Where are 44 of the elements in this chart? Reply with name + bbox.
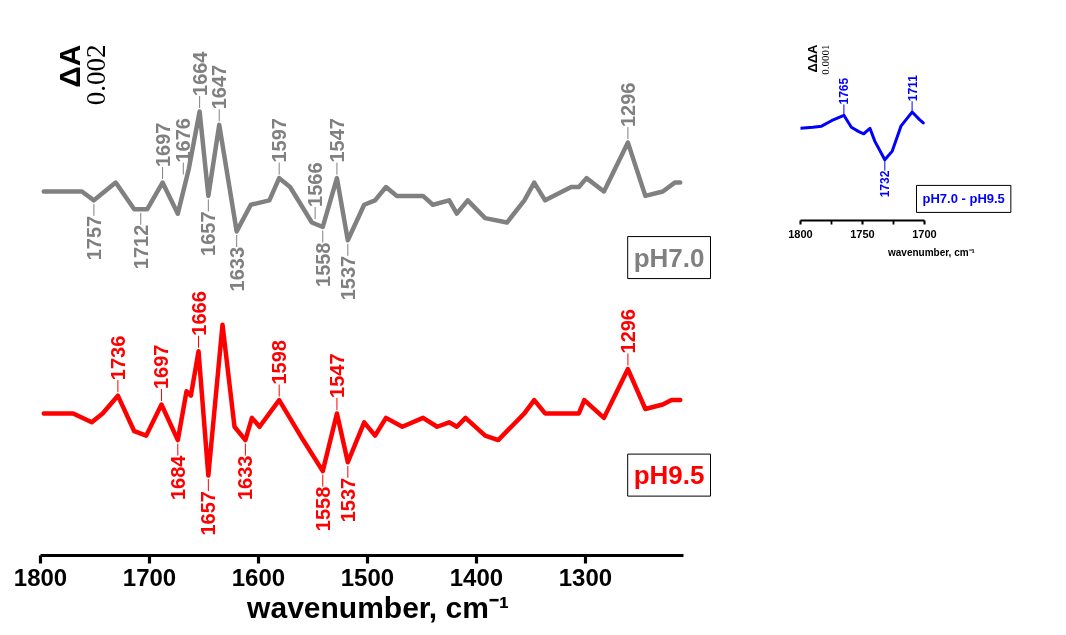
annotation: 1547	[325, 353, 348, 398]
annotation: 1598	[268, 340, 291, 385]
annotation: 1558	[311, 486, 334, 532]
annotation: 1697	[151, 122, 174, 168]
x-tick-label: 1300	[558, 563, 613, 591]
annotation: 1633	[225, 246, 248, 292]
annotation: 1558	[311, 242, 334, 287]
annotation: 1757	[82, 215, 105, 261]
x-tick-label: 1500	[340, 563, 395, 591]
annotation: 1296	[616, 309, 639, 354]
annotation: 1676	[172, 118, 195, 163]
annotation: 1547	[325, 118, 348, 163]
series-label: pH7.0	[633, 242, 705, 273]
x-tick-label: 1800	[13, 563, 68, 591]
annotation: 1537	[336, 477, 359, 523]
annotation: 1732	[878, 170, 893, 198]
annotation: 1664	[188, 50, 211, 96]
annotation: 1597	[268, 118, 291, 163]
annotation: 1712	[129, 224, 152, 270]
series-label: pH9.5	[633, 460, 705, 491]
annotation: 1566	[304, 162, 327, 207]
x-tick-label: 1600	[231, 563, 286, 591]
x-tick-label: 1700	[912, 227, 937, 240]
x-axis-title: wavenumber, cm⁻¹	[887, 246, 976, 258]
annotation: 1697	[150, 344, 173, 390]
x-tick-label: 1750	[850, 227, 875, 240]
annotation: 1537	[336, 255, 359, 301]
x-tick-label: 1400	[449, 563, 504, 591]
text: 0.0001	[818, 44, 831, 75]
annotation: 1711	[905, 74, 920, 102]
annotation: 1633	[234, 455, 257, 501]
text: pH7.0 - pH9.5	[922, 191, 1005, 207]
annotation: 1647	[208, 64, 231, 110]
annotation: 1657	[197, 491, 220, 536]
annotation: 1657	[197, 211, 220, 256]
annotation: 1296	[616, 82, 639, 128]
annotation: 1765	[837, 77, 852, 105]
x-tick-label: 1700	[122, 563, 177, 591]
x-axis-title: wavenumber, cm⁻¹	[246, 590, 509, 624]
annotation: 1736	[106, 335, 129, 381]
annotation: 1684	[166, 454, 189, 501]
text: ΔΔA	[804, 43, 820, 73]
x-tick-label: 1800	[788, 227, 813, 240]
annotation: 1666	[187, 291, 210, 336]
